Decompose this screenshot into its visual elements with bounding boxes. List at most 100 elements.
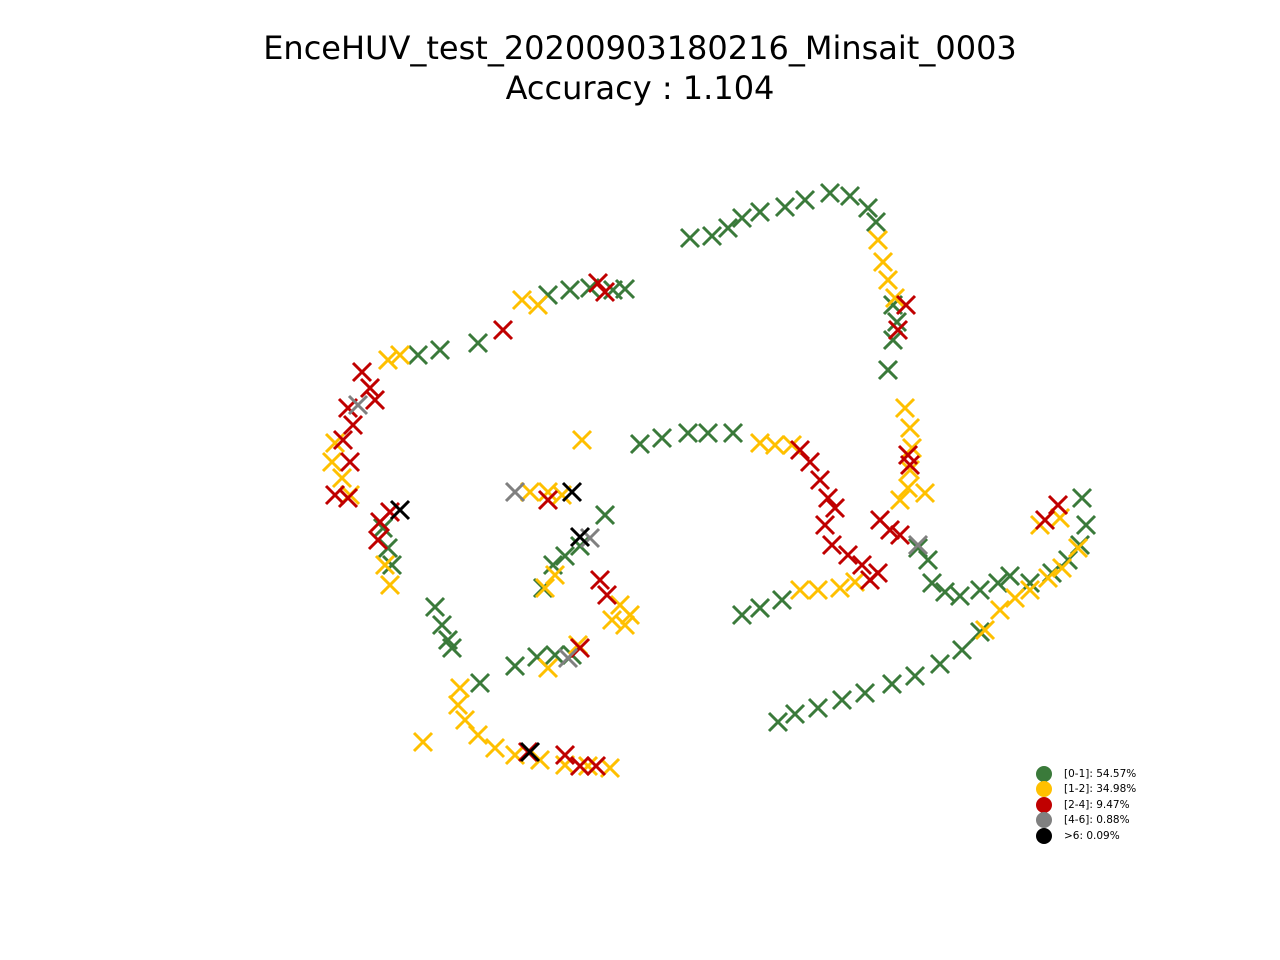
- data-point: [534, 577, 556, 599]
- chart-title: EnceHUV_test_20200903180216_Minsait_0003: [263, 29, 1017, 67]
- data-point: [904, 665, 926, 687]
- data-point: [934, 581, 956, 603]
- data-point: [884, 287, 906, 309]
- data-point: [537, 657, 559, 679]
- data-point: [951, 639, 973, 661]
- data-point: [594, 504, 616, 526]
- data-point: [731, 207, 753, 229]
- series-0: [372, 182, 1097, 733]
- data-point: [895, 294, 917, 316]
- data-point: [504, 481, 526, 503]
- data-point: [1067, 537, 1089, 559]
- data-point: [824, 497, 846, 519]
- data-point: [321, 451, 343, 473]
- data-point: [764, 434, 786, 456]
- data-point: [381, 554, 403, 576]
- data-point: [519, 481, 541, 503]
- data-point: [359, 377, 381, 399]
- series-1: [321, 229, 1089, 779]
- data-point: [789, 579, 811, 601]
- data-point: [899, 454, 921, 476]
- data-point: [809, 469, 831, 491]
- data-point: [989, 599, 1011, 621]
- data-point: [882, 329, 904, 351]
- data-point: [771, 589, 793, 611]
- legend-label: [1-2]: 34.98%: [1064, 783, 1137, 796]
- data-point: [339, 451, 361, 473]
- data-point: [865, 211, 887, 233]
- data-point: [731, 604, 753, 626]
- data-point: [886, 311, 908, 333]
- data-point: [342, 414, 364, 436]
- data-point: [492, 319, 514, 341]
- data-point: [814, 514, 836, 536]
- data-point: [907, 534, 929, 556]
- data-point: [1037, 567, 1059, 589]
- data-point: [424, 596, 446, 618]
- data-point: [347, 394, 369, 416]
- data-point: [614, 614, 636, 636]
- data-point: [412, 731, 434, 753]
- data-point: [974, 619, 996, 641]
- data-point: [894, 397, 916, 419]
- data-point: [594, 281, 616, 303]
- legend-label: [4-6]: 0.88%: [1064, 814, 1130, 827]
- data-point: [1047, 494, 1069, 516]
- data-point: [561, 481, 583, 503]
- legend-label: >6: 0.09%: [1064, 829, 1120, 842]
- data-point: [332, 429, 354, 451]
- data-point: [651, 427, 673, 449]
- data-point: [589, 569, 611, 591]
- data-point: [921, 572, 943, 594]
- series-3: [347, 394, 929, 669]
- data-point: [749, 597, 771, 619]
- data-point: [374, 554, 396, 576]
- data-point: [889, 524, 911, 546]
- data-point: [819, 182, 841, 204]
- data-point: [897, 477, 919, 499]
- data-point: [596, 584, 618, 606]
- data-point: [372, 517, 394, 539]
- legend-item: [2-4]: 9.47%: [1036, 796, 1176, 813]
- data-point: [467, 724, 489, 746]
- data-point: [585, 755, 607, 777]
- data-point: [571, 429, 593, 451]
- data-point: [999, 565, 1021, 587]
- data-point: [601, 609, 623, 631]
- data-point: [807, 697, 829, 719]
- data-point: [619, 604, 641, 626]
- data-point: [1019, 579, 1041, 601]
- data-point: [559, 279, 581, 301]
- data-point: [557, 647, 579, 669]
- data-point: [577, 755, 599, 777]
- data-point: [407, 344, 429, 366]
- data-point: [511, 289, 533, 311]
- data-point: [441, 637, 463, 659]
- data-point: [544, 564, 566, 586]
- data-point: [527, 294, 549, 316]
- data-point: [949, 585, 971, 607]
- data-point: [799, 451, 821, 473]
- data-point: [829, 577, 851, 599]
- legend-label: [2-4]: 9.47%: [1064, 798, 1130, 811]
- data-point: [784, 703, 806, 725]
- data-point: [569, 526, 591, 548]
- data-point: [677, 422, 699, 444]
- data-point: [504, 655, 526, 677]
- legend-item: [0-1]: 54.57%: [1036, 765, 1176, 782]
- data-point: [569, 755, 591, 777]
- data-point: [837, 544, 859, 566]
- legend-swatch: [1036, 827, 1052, 844]
- data-point: [969, 621, 991, 643]
- series-4: [389, 481, 591, 763]
- data-point: [367, 529, 389, 551]
- series-2: [324, 272, 1069, 777]
- data-point: [484, 737, 506, 759]
- data-point: [877, 359, 899, 381]
- data-point: [697, 422, 719, 444]
- data-point: [717, 217, 739, 239]
- data-point: [429, 339, 451, 361]
- data-point: [872, 251, 894, 273]
- data-point: [431, 614, 453, 636]
